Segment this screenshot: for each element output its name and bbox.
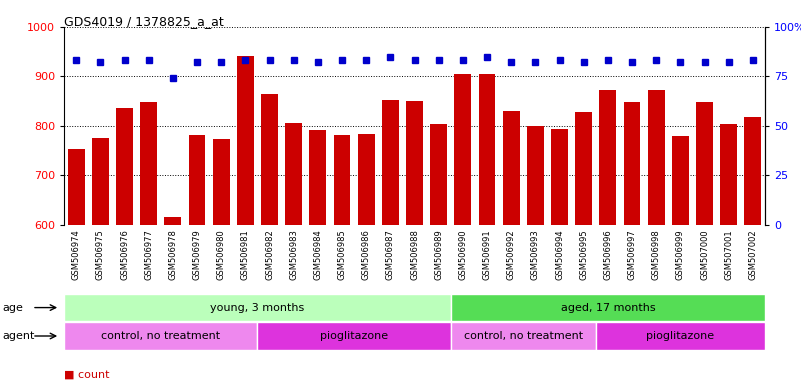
Bar <box>333 135 351 225</box>
Bar <box>164 217 181 225</box>
Bar <box>92 138 109 225</box>
Text: aged, 17 months: aged, 17 months <box>561 303 655 313</box>
Bar <box>696 102 713 225</box>
Bar <box>720 124 737 225</box>
Bar <box>430 124 447 225</box>
Bar <box>68 149 85 225</box>
Text: age: age <box>2 303 23 313</box>
Text: ■ count: ■ count <box>64 370 110 380</box>
Bar <box>140 102 157 225</box>
Text: agent: agent <box>2 331 34 341</box>
Bar <box>285 123 302 225</box>
Bar <box>358 134 375 225</box>
Text: pioglitazone: pioglitazone <box>646 331 714 341</box>
Bar <box>382 100 399 225</box>
Bar <box>551 129 568 225</box>
Text: young, 3 months: young, 3 months <box>211 303 304 313</box>
Bar <box>237 56 254 225</box>
Bar <box>527 126 544 225</box>
Bar <box>257 322 451 350</box>
Bar <box>672 136 689 225</box>
Bar <box>213 139 230 225</box>
Bar <box>451 294 765 321</box>
Bar <box>309 130 326 225</box>
Bar <box>744 118 761 225</box>
Bar <box>406 101 423 225</box>
Bar <box>599 90 616 225</box>
Bar <box>261 94 278 225</box>
Bar <box>648 90 665 225</box>
Bar <box>64 294 451 321</box>
Text: control, no treatment: control, no treatment <box>101 331 220 341</box>
Bar <box>188 135 206 225</box>
Bar <box>596 322 765 350</box>
Bar <box>503 111 520 225</box>
Bar <box>116 108 133 225</box>
Text: control, no treatment: control, no treatment <box>464 331 583 341</box>
Bar <box>454 74 471 225</box>
Bar <box>64 322 257 350</box>
Bar <box>623 102 641 225</box>
Bar <box>575 112 592 225</box>
Bar <box>451 322 596 350</box>
Bar <box>478 74 496 225</box>
Text: GDS4019 / 1378825_a_at: GDS4019 / 1378825_a_at <box>64 15 223 28</box>
Text: pioglitazone: pioglitazone <box>320 331 388 341</box>
